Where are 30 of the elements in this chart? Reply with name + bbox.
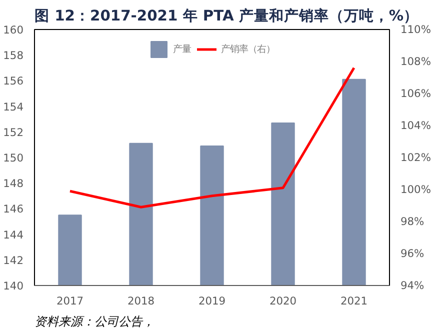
y2-tick-label: 94% <box>400 279 424 292</box>
y-tick-label: 144 <box>3 228 24 242</box>
y-tick-label: 148 <box>3 177 24 190</box>
y2-tick-label: 98% <box>400 215 424 228</box>
y-tick-label: 158 <box>3 49 24 62</box>
line-series <box>68 66 356 208</box>
y-tick-label: 146 <box>3 202 24 216</box>
legend-label: 产销率（右） <box>221 42 275 56</box>
x-tick-label: 2017 <box>56 294 84 308</box>
y2-tick-label: 102% <box>400 151 431 164</box>
y-tick-label: 150 <box>3 152 24 164</box>
x-tick-label: 2018 <box>127 294 155 308</box>
y2-tick-label: 104% <box>400 119 431 132</box>
y-tick-label: 142 <box>3 254 24 267</box>
chart-title: 图 12：2017-2021 年 PTA 产量和产销率（万吨，%） <box>34 6 419 24</box>
x-tick-label: 2020 <box>269 294 297 308</box>
x-tick-label: 2019 <box>198 294 226 308</box>
x-tick-label: 2021 <box>340 294 368 308</box>
legend-label: 产量 <box>173 42 192 56</box>
y-tick-label: 156 <box>3 74 24 88</box>
y2-tick-label: 110% <box>400 23 431 36</box>
y-tick-label: 140 <box>3 280 24 292</box>
y2-tick-label: 108% <box>400 55 431 68</box>
y2-tick-label: 100% <box>400 183 431 196</box>
y-tick-label: 152 <box>3 126 24 139</box>
y2-tick-label: 106% <box>400 87 431 100</box>
y2-tick-label: 96% <box>400 247 424 260</box>
y-tick-label: 154 <box>3 100 24 114</box>
y-tick-label: 160 <box>3 24 24 36</box>
text: 资料来源：公司公告， <box>34 314 154 328</box>
